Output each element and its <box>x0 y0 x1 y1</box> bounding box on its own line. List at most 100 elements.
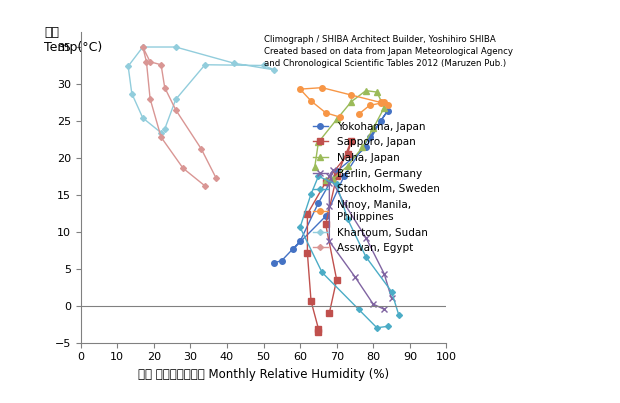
Ninoy, Manila,
Philippines <box>377 100 384 105</box>
Asswan, Egypt <box>146 59 154 64</box>
Khartoum, Sudan <box>172 45 179 50</box>
Sapporo, Japan <box>322 180 329 185</box>
Text: Climograph / SHIBA Architect Builder, Yoshihiro SHIBA
Created based on data from: Climograph / SHIBA Architect Builder, Yo… <box>264 35 513 68</box>
Sapporo, Japan <box>304 212 311 216</box>
Stockholm, Sweden <box>384 324 392 329</box>
Berlin, Germany <box>326 181 333 185</box>
Berlin, Germany <box>340 201 348 206</box>
Ninoy, Manila,
Philippines <box>384 102 392 107</box>
Asswan, Egypt <box>157 135 165 139</box>
Line: Yokohama, Japan: Yokohama, Japan <box>272 108 391 266</box>
Naha, Japan <box>362 88 370 93</box>
Berlin, Germany <box>326 239 333 244</box>
Stockholm, Sweden <box>362 254 370 259</box>
Sapporo, Japan <box>314 326 322 331</box>
Sapporo, Japan <box>344 152 352 157</box>
Naha, Japan <box>370 126 377 131</box>
Yokohama, Japan <box>278 258 285 263</box>
Ninoy, Manila,
Philippines <box>381 100 388 105</box>
Yokohama, Japan <box>362 145 370 150</box>
Stockholm, Sweden <box>395 313 402 318</box>
Khartoum, Sudan <box>172 97 179 102</box>
Yokohama, Japan <box>289 247 296 252</box>
Berlin, Germany <box>370 302 377 307</box>
Stockholm, Sweden <box>355 307 362 312</box>
Berlin, Germany <box>388 296 396 301</box>
Yokohama, Japan <box>322 214 329 218</box>
Legend: Yokohama, Japan, Sapporo, Japan, Naha, Japan, Berlin, Germany, Stockholm, Sweden: Yokohama, Japan, Sapporo, Japan, Naha, J… <box>312 122 440 253</box>
Naha, Japan <box>358 145 366 150</box>
Naha, Japan <box>348 99 355 104</box>
Naha, Japan <box>381 105 388 110</box>
Yokohama, Japan <box>377 118 384 123</box>
Ninoy, Manila,
Philippines <box>322 110 329 115</box>
Yokohama, Japan <box>340 174 348 179</box>
Naha, Japan <box>322 178 329 183</box>
Berlin, Germany <box>326 204 333 208</box>
Khartoum, Sudan <box>271 67 278 73</box>
Stockholm, Sweden <box>318 270 326 275</box>
Ninoy, Manila,
Philippines <box>296 87 304 91</box>
Sapporo, Japan <box>333 277 340 282</box>
Sapporo, Japan <box>333 174 340 179</box>
Naha, Japan <box>373 90 381 95</box>
Asswan, Egypt <box>212 175 219 180</box>
Asswan, Egypt <box>172 107 179 112</box>
Khartoum, Sudan <box>139 116 146 120</box>
Ninoy, Manila,
Philippines <box>337 115 344 120</box>
Asswan, Egypt <box>202 183 209 188</box>
Asswan, Egypt <box>198 147 205 152</box>
Sapporo, Japan <box>304 251 311 256</box>
Naha, Japan <box>314 140 322 145</box>
Stockholm, Sweden <box>344 217 352 222</box>
Sapporo, Japan <box>348 139 355 143</box>
Naha, Japan <box>344 164 352 168</box>
Berlin, Germany <box>381 272 388 276</box>
Line: Berlin, Germany: Berlin, Germany <box>326 167 395 313</box>
Asswan, Egypt <box>146 96 154 101</box>
Line: Ninoy, Manila,
Philippines: Ninoy, Manila, Philippines <box>298 85 391 120</box>
Sapporo, Japan <box>308 299 315 303</box>
Khartoum, Sudan <box>260 63 267 68</box>
Line: Naha, Japan: Naha, Japan <box>311 87 388 183</box>
Ninoy, Manila,
Philippines <box>348 93 355 98</box>
Ninoy, Manila,
Philippines <box>355 112 362 117</box>
Line: Asswan, Egypt: Asswan, Egypt <box>141 45 218 188</box>
Naha, Japan <box>311 165 319 170</box>
Ninoy, Manila,
Philippines <box>377 101 384 106</box>
Berlin, Germany <box>326 173 333 178</box>
Khartoum, Sudan <box>231 61 238 66</box>
Asswan, Egypt <box>139 45 146 50</box>
Khartoum, Sudan <box>139 45 146 50</box>
Yokohama, Japan <box>384 108 392 113</box>
Khartoum, Sudan <box>157 130 165 135</box>
Yokohama, Japan <box>314 201 322 206</box>
Naha, Japan <box>329 177 337 182</box>
Ninoy, Manila,
Philippines <box>308 99 315 104</box>
Berlin, Germany <box>351 274 358 279</box>
Yokohama, Japan <box>366 135 373 139</box>
Line: Stockholm, Sweden: Stockholm, Sweden <box>298 174 401 330</box>
Ninoy, Manila,
Philippines <box>366 103 373 108</box>
Stockholm, Sweden <box>333 182 340 187</box>
Khartoum, Sudan <box>128 91 136 96</box>
Sapporo, Japan <box>314 330 322 334</box>
Asswan, Egypt <box>157 62 165 67</box>
Stockholm, Sweden <box>296 225 304 230</box>
Yokohama, Japan <box>333 169 340 174</box>
Stockholm, Sweden <box>373 325 381 330</box>
Khartoum, Sudan <box>202 62 209 67</box>
Stockholm, Sweden <box>308 192 315 197</box>
Line: Sapporo, Japan: Sapporo, Japan <box>304 138 354 335</box>
Text: 気温
Temp(°C): 気温 Temp(°C) <box>44 26 102 54</box>
Naha, Japan <box>333 117 340 122</box>
Ninoy, Manila,
Philippines <box>318 85 326 90</box>
Yokohama, Japan <box>271 260 278 265</box>
Stockholm, Sweden <box>314 174 322 179</box>
Khartoum, Sudan <box>125 64 132 69</box>
Khartoum, Sudan <box>161 127 169 131</box>
Berlin, Germany <box>362 235 370 240</box>
Berlin, Germany <box>381 307 388 312</box>
Line: Khartoum, Sudan: Khartoum, Sudan <box>126 45 277 135</box>
Sapporo, Japan <box>322 222 329 227</box>
